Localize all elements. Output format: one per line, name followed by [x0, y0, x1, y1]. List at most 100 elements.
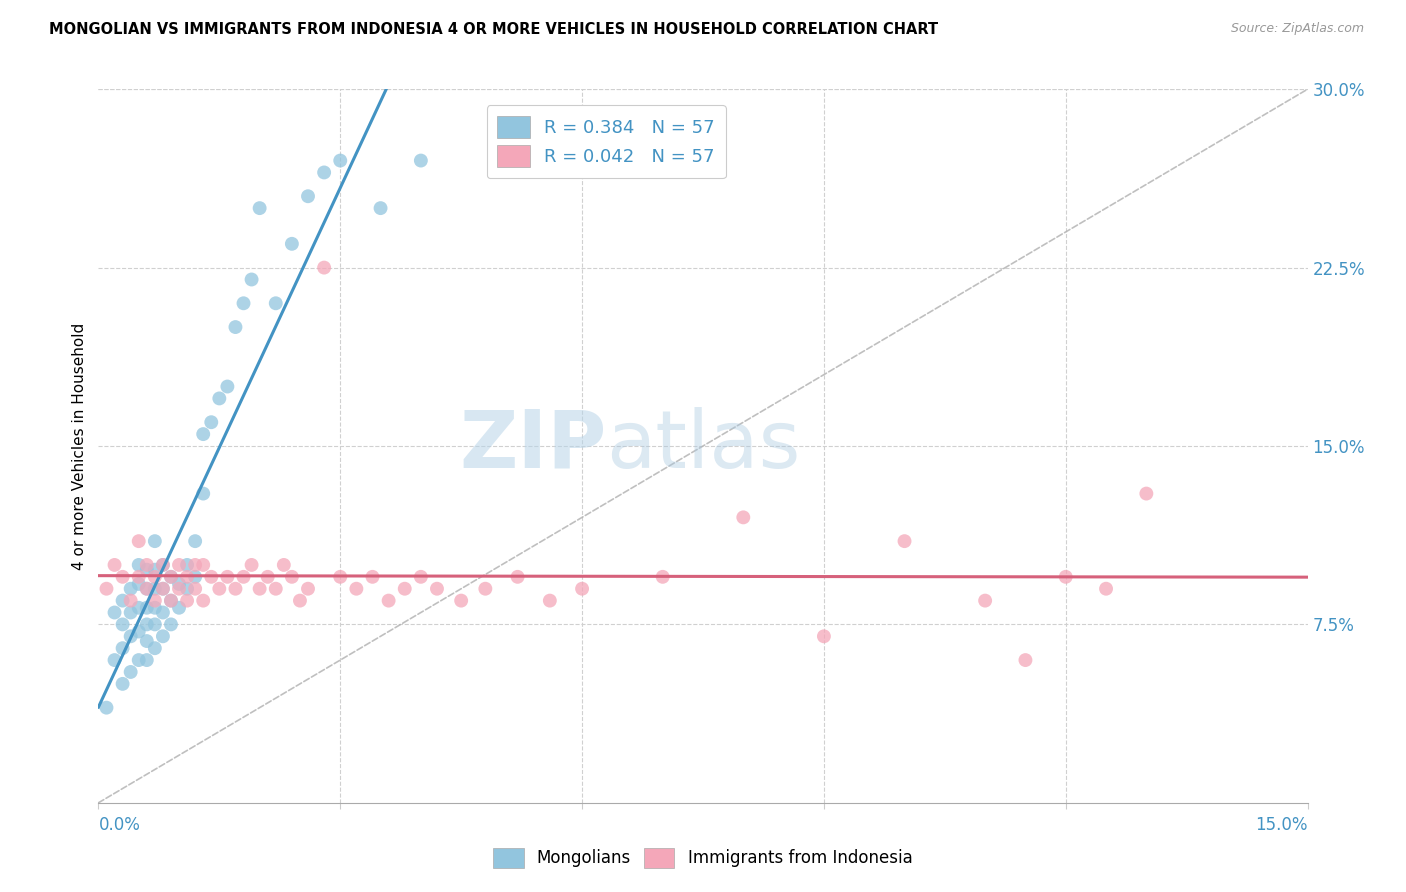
- Point: [329, 153, 352, 168]
- Point: [249, 582, 271, 596]
- Legend: R = 0.384   N = 57, R = 0.042   N = 57: R = 0.384 N = 57, R = 0.042 N = 57: [486, 105, 725, 178]
- Point: [651, 570, 673, 584]
- Point: [733, 510, 755, 524]
- Point: [152, 582, 174, 596]
- Point: [506, 570, 529, 584]
- Text: ZIP: ZIP: [458, 407, 606, 485]
- Point: [135, 600, 157, 615]
- Point: [160, 617, 183, 632]
- Point: [143, 534, 166, 549]
- Point: [111, 593, 134, 607]
- Point: [120, 665, 142, 679]
- Point: [128, 600, 150, 615]
- Point: [571, 582, 593, 596]
- Point: [143, 570, 166, 584]
- Point: [314, 260, 336, 275]
- Point: [361, 570, 384, 584]
- Point: [240, 558, 263, 572]
- Point: [200, 570, 222, 584]
- Point: [152, 629, 174, 643]
- Point: [314, 165, 336, 179]
- Point: [135, 582, 157, 596]
- Point: [217, 379, 239, 393]
- Point: [143, 582, 166, 596]
- Point: [143, 593, 166, 607]
- Point: [111, 617, 134, 632]
- Y-axis label: 4 or more Vehicles in Household: 4 or more Vehicles in Household: [72, 322, 87, 570]
- Point: [193, 427, 215, 442]
- Point: [813, 629, 835, 643]
- Point: [120, 629, 142, 643]
- Point: [240, 272, 263, 286]
- Point: [120, 582, 142, 596]
- Point: [160, 593, 183, 607]
- Point: [377, 593, 399, 607]
- Point: [135, 617, 157, 632]
- Point: [184, 558, 207, 572]
- Point: [538, 593, 561, 607]
- Point: [344, 582, 367, 596]
- Point: [143, 563, 166, 577]
- Point: [1135, 486, 1157, 500]
- Point: [1014, 653, 1036, 667]
- Point: [1095, 582, 1118, 596]
- Point: [135, 653, 157, 667]
- Point: [208, 582, 231, 596]
- Point: [288, 593, 311, 607]
- Point: [135, 582, 157, 596]
- Point: [426, 582, 449, 596]
- Point: [128, 653, 150, 667]
- Point: [264, 582, 287, 596]
- Text: MONGOLIAN VS IMMIGRANTS FROM INDONESIA 4 OR MORE VEHICLES IN HOUSEHOLD CORRELATI: MONGOLIAN VS IMMIGRANTS FROM INDONESIA 4…: [49, 22, 938, 37]
- Point: [176, 582, 198, 596]
- Point: [111, 641, 134, 656]
- Point: [128, 570, 150, 584]
- Point: [167, 558, 190, 572]
- Point: [281, 236, 304, 251]
- Text: Source: ZipAtlas.com: Source: ZipAtlas.com: [1230, 22, 1364, 36]
- Point: [176, 558, 198, 572]
- Point: [394, 582, 416, 596]
- Point: [329, 570, 352, 584]
- Point: [273, 558, 295, 572]
- Point: [103, 653, 125, 667]
- Point: [111, 570, 134, 584]
- Point: [103, 558, 125, 572]
- Point: [232, 570, 254, 584]
- Point: [135, 563, 157, 577]
- Point: [264, 296, 287, 310]
- Point: [474, 582, 496, 596]
- Point: [193, 486, 215, 500]
- Point: [297, 582, 319, 596]
- Point: [152, 582, 174, 596]
- Point: [256, 570, 278, 584]
- Point: [167, 600, 190, 615]
- Point: [893, 534, 915, 549]
- Point: [409, 570, 432, 584]
- Point: [167, 582, 190, 596]
- Legend: Mongolians, Immigrants from Indonesia: Mongolians, Immigrants from Indonesia: [486, 841, 920, 875]
- Point: [135, 634, 157, 648]
- Point: [128, 534, 150, 549]
- Point: [96, 582, 118, 596]
- Point: [224, 582, 246, 596]
- Point: [152, 558, 174, 572]
- Point: [167, 577, 190, 591]
- Point: [120, 593, 142, 607]
- Point: [152, 606, 174, 620]
- Point: [96, 700, 118, 714]
- Point: [184, 582, 207, 596]
- Point: [281, 570, 304, 584]
- Point: [120, 606, 142, 620]
- Point: [184, 534, 207, 549]
- Point: [143, 600, 166, 615]
- Point: [103, 606, 125, 620]
- Point: [208, 392, 231, 406]
- Point: [160, 570, 183, 584]
- Point: [370, 201, 392, 215]
- Point: [176, 570, 198, 584]
- Point: [974, 593, 997, 607]
- Point: [160, 593, 183, 607]
- Point: [232, 296, 254, 310]
- Point: [217, 570, 239, 584]
